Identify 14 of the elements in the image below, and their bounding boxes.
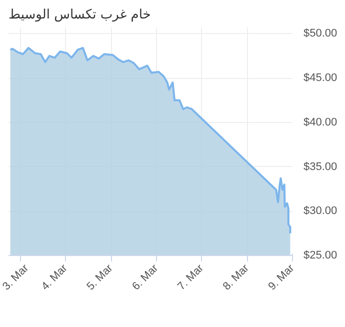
x-tick-label: 4. Mar	[39, 262, 70, 293]
y-tick-label: $40.00	[304, 116, 338, 128]
y-tick-label: $45.00	[304, 72, 338, 84]
x-tick-label: 9. Mar	[266, 262, 297, 293]
x-tick-label: 8. Mar	[220, 262, 252, 293]
y-tick-label: $35.00	[304, 160, 338, 173]
y-tick-label: $30.00	[304, 205, 338, 218]
y-tick-label: $25.00	[304, 250, 338, 262]
chart-title: خام غرب تكساس الوسيط	[8, 8, 151, 22]
x-tick-label: 6. Mar	[130, 262, 161, 293]
x-tick-label: 3. Mar	[0, 262, 32, 293]
x-tick-label: 5. Mar	[84, 262, 116, 293]
x-tick-label: 7. Mar	[175, 262, 206, 293]
y-tick-label: $50.00	[304, 28, 338, 40]
